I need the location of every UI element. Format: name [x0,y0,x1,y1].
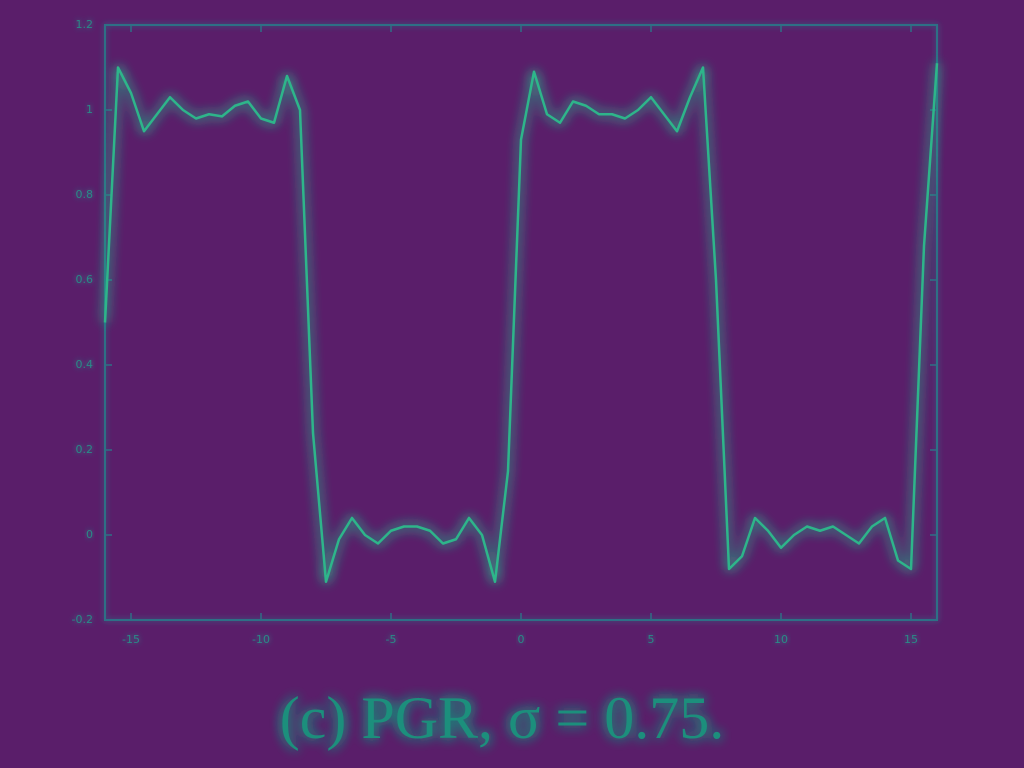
x-tick-label: 10 [774,633,788,646]
y-tick-label: 1 [86,103,93,116]
x-tick-label: 0 [518,633,525,646]
series-line [103,63,939,583]
y-tick-label: -0.2 [72,613,93,626]
y-tick-label: 0.6 [76,273,94,286]
y-tick-label: 0 [86,528,93,541]
x-tick-label: -10 [252,633,270,646]
y-tick-label: 0.2 [76,443,94,456]
y-tick-label: 0.4 [76,358,94,371]
x-tick-label: -5 [386,633,397,646]
y-tick-label: 0.8 [76,188,94,201]
x-tick-label: -15 [122,633,140,646]
caption: (c) PGR, σ = 0.75. [280,685,725,751]
y-tick-label: 1.2 [76,18,94,31]
x-tick-label: 5 [648,633,655,646]
x-tick-label: 15 [904,633,918,646]
